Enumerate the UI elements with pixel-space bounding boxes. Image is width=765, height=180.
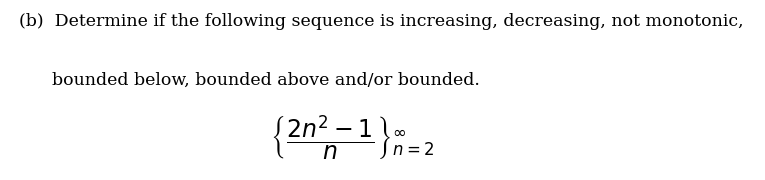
Text: $\left\{\dfrac{2n^2 - 1}{n}\right\}_{n=2}^{\infty}$: $\left\{\dfrac{2n^2 - 1}{n}\right\}_{n=2…	[270, 113, 434, 162]
Text: bounded below, bounded above and/or bounded.: bounded below, bounded above and/or boun…	[19, 72, 480, 89]
Text: (b)  Determine if the following sequence is increasing, decreasing, not monotoni: (b) Determine if the following sequence …	[19, 13, 744, 30]
